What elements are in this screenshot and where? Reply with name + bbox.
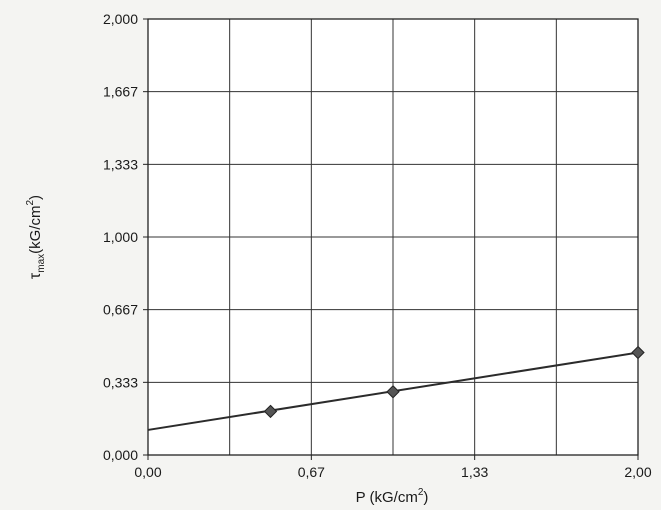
data-point-marker — [263, 404, 278, 419]
y-axis-title: τmax(kG/cm2) — [25, 195, 47, 279]
x-tick-label: 0,00 — [134, 464, 161, 480]
y-gridlines — [148, 91, 638, 383]
y-tick-labels: 0,000 0,333 0,667 1,000 1,333 1,667 2,000 — [103, 11, 148, 463]
data-point-marker — [631, 345, 645, 360]
data-series — [147, 345, 645, 431]
x-tick-label: 2,00 — [624, 464, 651, 480]
y-tick-label: 0,333 — [103, 374, 138, 390]
x-axis-title: P (kG/cm2) — [356, 487, 429, 506]
y-tick-label: 0,000 — [103, 447, 138, 463]
x-tick-labels: 0,00 0,67 1,33 2,00 — [134, 455, 652, 480]
x-tick-label: 1,33 — [461, 464, 488, 480]
y-tick-label: 1,000 — [103, 229, 138, 245]
y-tick-label: 0,667 — [103, 302, 138, 318]
y-tick-label: 1,667 — [103, 84, 138, 100]
y-tick-label: 1,333 — [103, 156, 138, 172]
data-point-marker — [386, 385, 400, 399]
x-tick-label: 0,67 — [298, 464, 325, 480]
y-tick-label: 2,000 — [103, 11, 138, 27]
